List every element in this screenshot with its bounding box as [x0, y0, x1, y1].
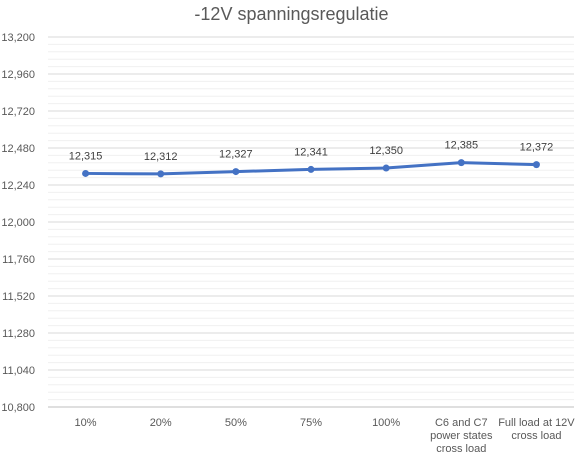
chart-title: -12V spanningsregulatie [194, 4, 389, 24]
x-tick-label: C6 and C7 power states cross load [430, 417, 493, 455]
series-layer: 12,315 12,312 12,327 12,341 12,350 12,385 12,3… [69, 140, 554, 178]
x-tick-label: 100% [372, 417, 400, 429]
y-tick-label: 12,720 [1, 106, 35, 118]
y-tick-label: 12,960 [1, 69, 35, 81]
y-tick-label: 11,520 [2, 291, 35, 303]
data-point [157, 170, 165, 178]
data-label: 12,341 [294, 146, 328, 158]
data-point [232, 168, 240, 176]
x-tick-label: 75% [300, 417, 322, 429]
y-tick-label: 11,280 [2, 328, 35, 340]
data-label: 12,312 [144, 151, 178, 163]
data-label: 12,385 [444, 140, 478, 152]
y-axis-tick-labels: 10,800 11,040 11,280 11,520 11,760 12,000 12,2… [1, 32, 35, 414]
data-label: 12,372 [520, 142, 554, 154]
x-tick-label: 10% [75, 417, 97, 429]
y-tick-label: 11,040 [2, 365, 35, 377]
y-tick-label: 12,000 [1, 217, 35, 229]
x-tick-label: Full load at 12V cross load [498, 417, 575, 442]
data-point [307, 165, 315, 173]
y-tick-label: 12,480 [1, 143, 35, 155]
y-tick-label: 10,800 [1, 402, 35, 414]
data-point [457, 159, 465, 167]
minor-gridlines [48, 43, 574, 401]
y-tick-label: 13,200 [1, 32, 35, 44]
data-point [382, 164, 390, 172]
data-label: 12,315 [69, 150, 103, 162]
x-axis-tick-labels: 10% 20% 50% 75% 100% C6 and C7 power states cro… [75, 417, 576, 455]
x-tick-label: 50% [225, 417, 247, 429]
y-tick-label: 12,240 [1, 180, 35, 192]
major-gridlines [48, 36, 574, 408]
data-point [82, 169, 90, 177]
y-tick-label: 11,760 [2, 254, 35, 266]
data-point [532, 161, 540, 169]
x-tick-label: 20% [150, 417, 172, 429]
data-label: 12,327 [219, 149, 253, 161]
data-label: 12,350 [369, 145, 403, 157]
